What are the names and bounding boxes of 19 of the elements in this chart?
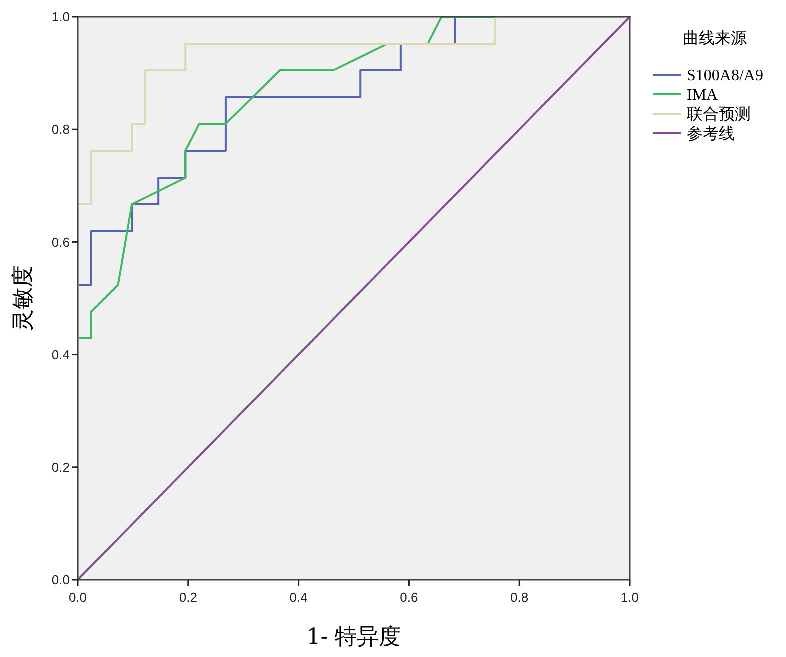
legend-label: S100A8/A9 xyxy=(687,68,764,85)
y-tick-label: 0.8 xyxy=(52,122,70,138)
legend-title: 曲线来源 xyxy=(683,28,747,48)
y-tick-label: 0.0 xyxy=(52,572,70,588)
legend-label: 参考线 xyxy=(687,125,735,144)
y-tick-label: 0.2 xyxy=(52,460,70,475)
y-tick-label: 0.4 xyxy=(52,347,70,362)
legend-label: IMA xyxy=(687,87,719,104)
x-tick-label: 1.0 xyxy=(620,590,640,605)
x-axis-title: 1- 特异度 xyxy=(306,625,402,650)
x-tick-label: 0.2 xyxy=(179,590,198,605)
x-tick-label: 0.0 xyxy=(68,590,88,605)
x-tick-label: 0.8 xyxy=(510,590,529,605)
y-tick-label: 0.6 xyxy=(52,234,70,250)
y-tick-label: 1.0 xyxy=(52,10,70,25)
y-axis-title: 灵敏度 xyxy=(11,266,36,332)
legend-label: 联合预测 xyxy=(687,106,751,124)
x-tick-label: 0.4 xyxy=(290,590,308,605)
x-tick-label: 0.6 xyxy=(400,590,418,605)
